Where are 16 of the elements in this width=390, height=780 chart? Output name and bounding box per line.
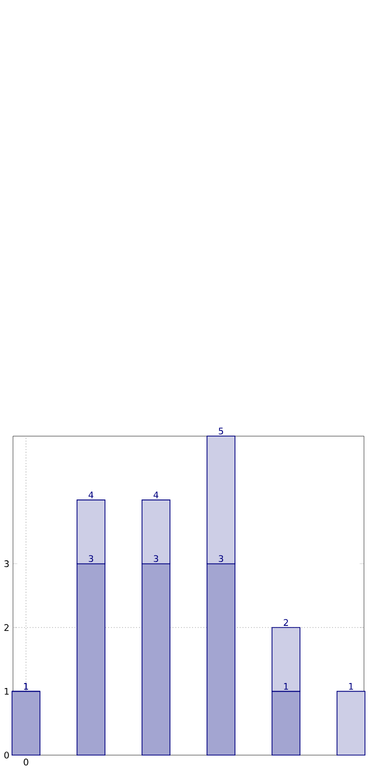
data-label: 3 bbox=[218, 555, 224, 562]
data-label: 1 bbox=[284, 683, 288, 690]
data-label: 3 bbox=[88, 555, 94, 562]
bar bbox=[336, 690, 366, 756]
total-label: 1 bbox=[349, 683, 354, 690]
total-label: 4 bbox=[88, 492, 94, 498]
total-label: 4 bbox=[154, 492, 158, 498]
y-tick-label: 3 bbox=[4, 560, 9, 568]
data-label: 3 bbox=[154, 555, 158, 562]
bar bbox=[12, 690, 40, 756]
total-label: 2 bbox=[284, 619, 288, 626]
y-tick-label: 0 bbox=[4, 752, 9, 759]
y-tick-label: 2 bbox=[4, 624, 9, 631]
total-label: 5 bbox=[218, 428, 224, 434]
y-tick-label: 1 bbox=[4, 688, 9, 695]
total-label: 1 bbox=[24, 683, 28, 690]
